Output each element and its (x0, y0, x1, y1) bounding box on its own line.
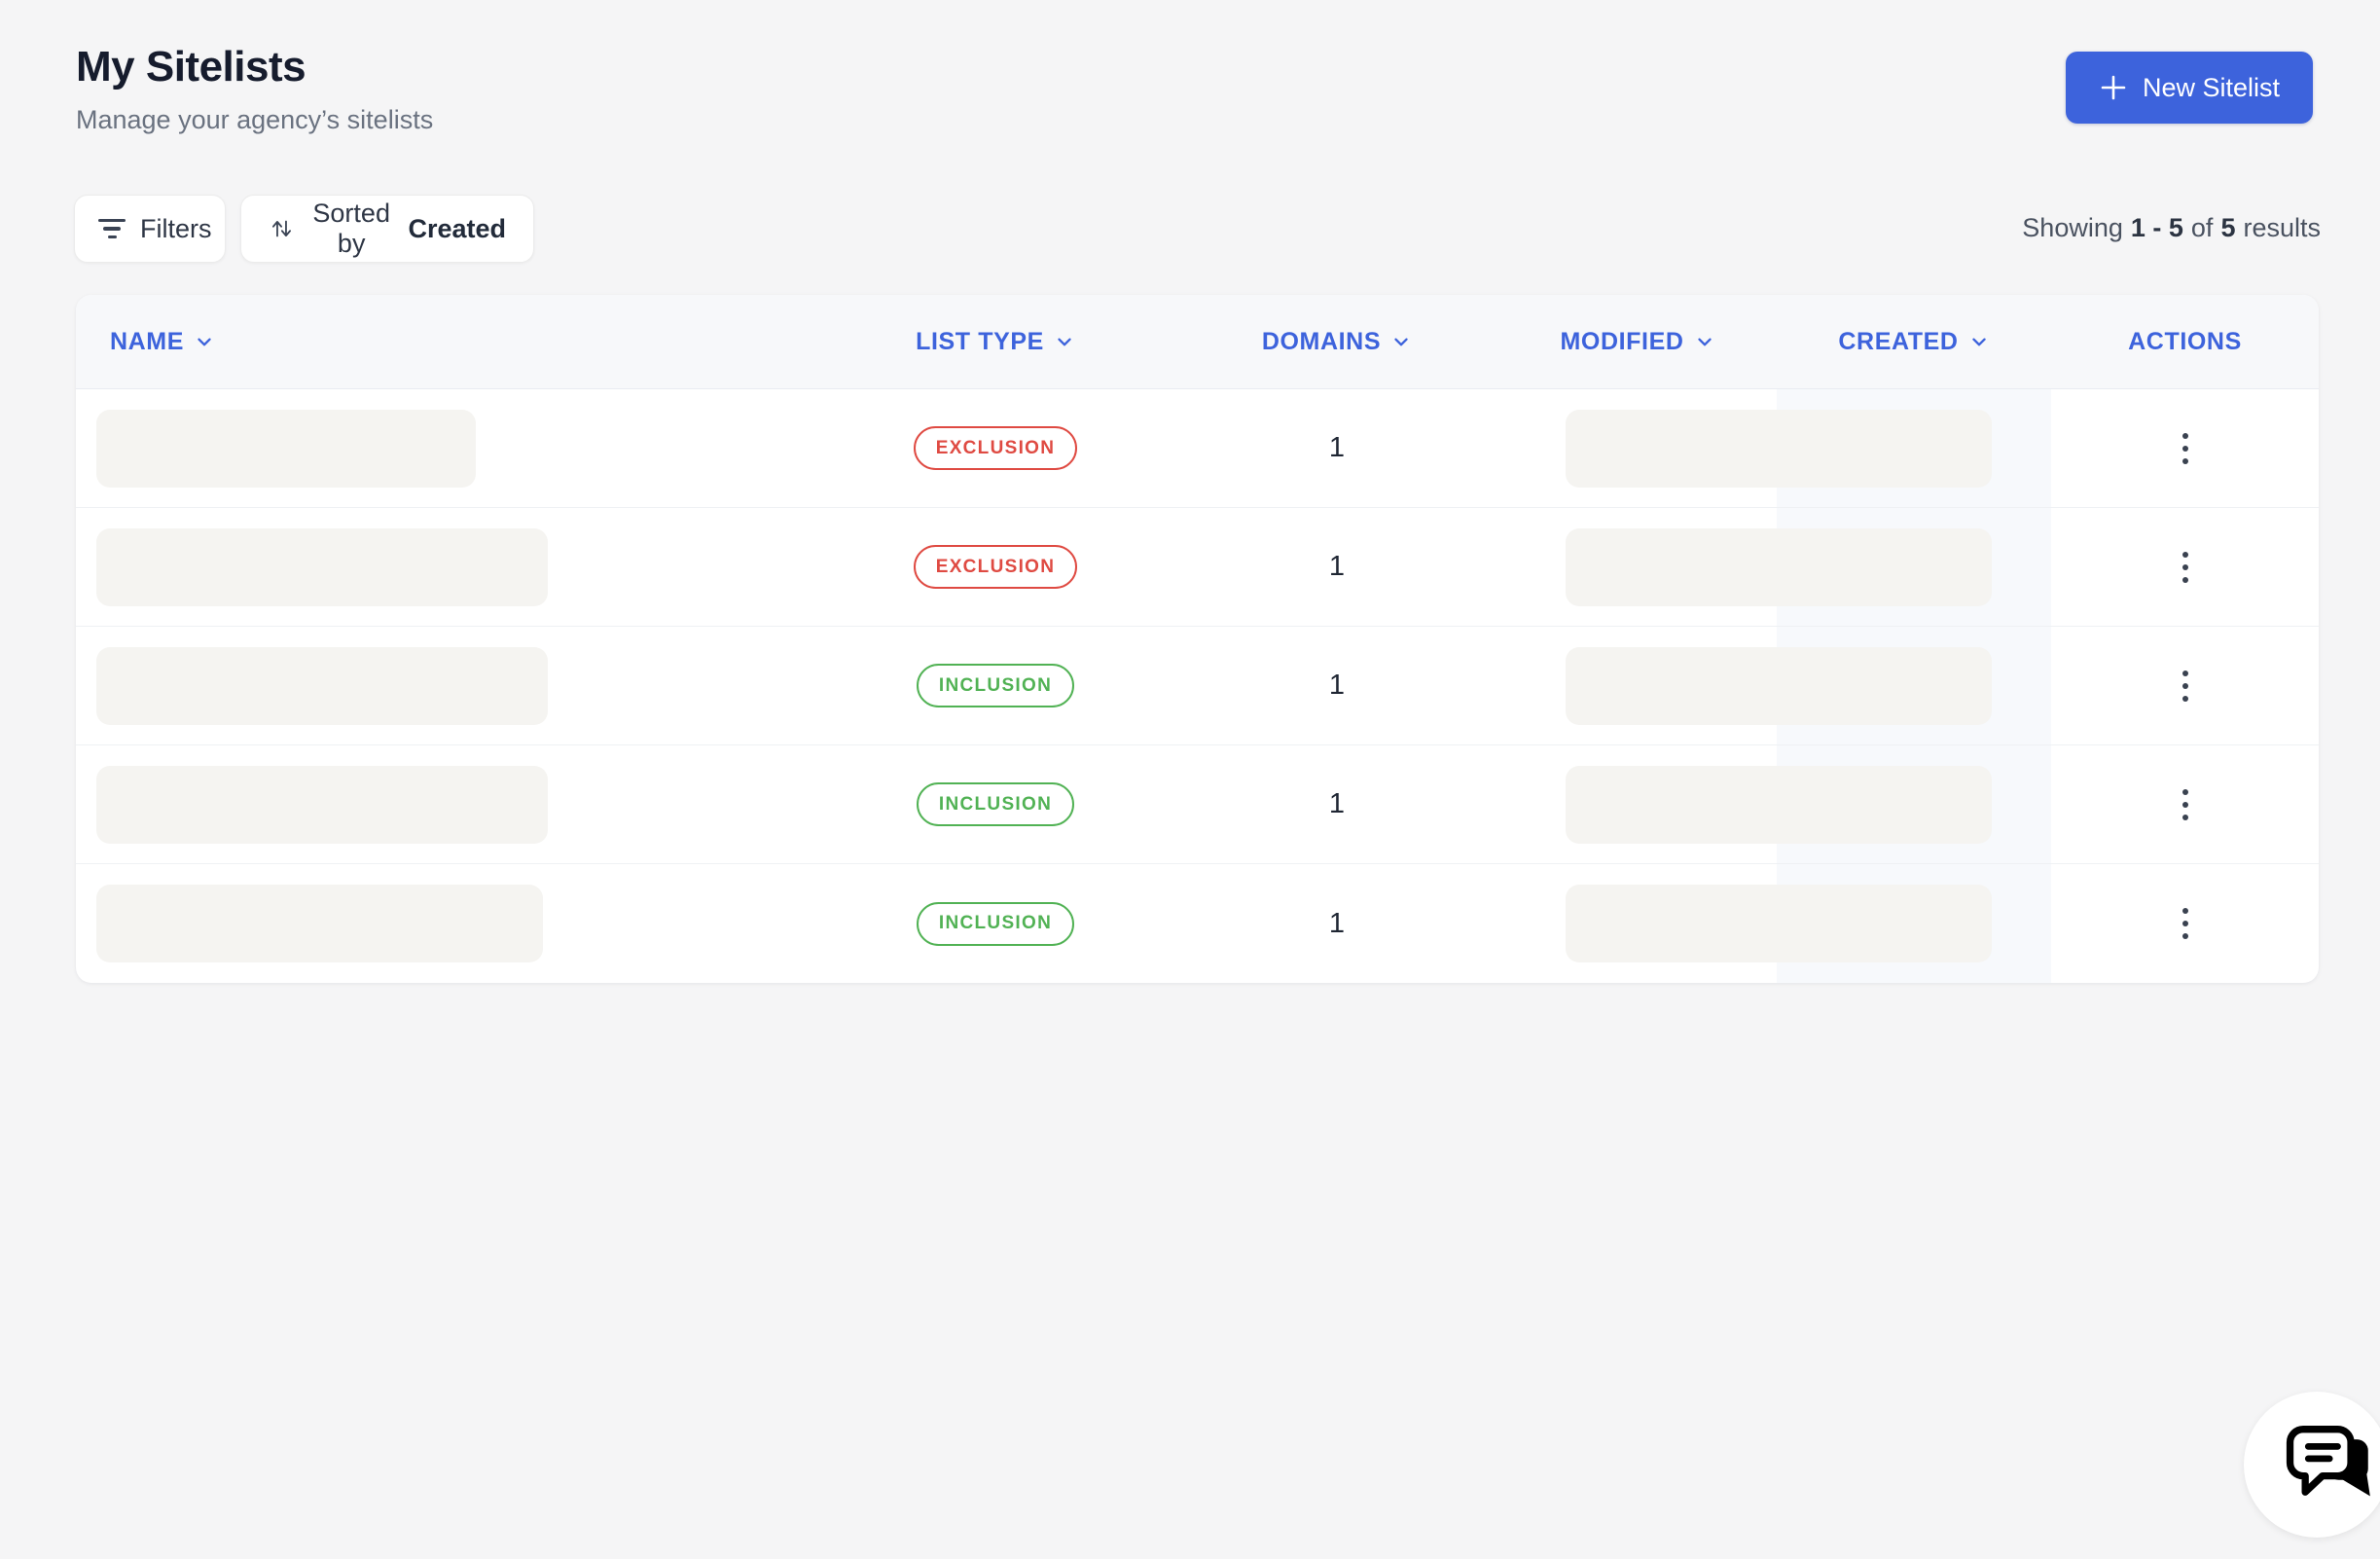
name-cell (76, 885, 815, 962)
dates-skeleton (1566, 766, 1992, 844)
results-count: Showing 1 - 5 of 5 results (2022, 213, 2321, 243)
results-suffix: results (2243, 213, 2321, 242)
list-type-cell: INCLUSION (815, 664, 1175, 707)
name-skeleton (96, 409, 476, 488)
column-label: MODIFIED (1560, 327, 1684, 355)
column-label: ACTIONS (2128, 327, 2242, 355)
row-actions-kebab-icon[interactable] (2165, 538, 2206, 597)
actions-cell (2051, 419, 2319, 478)
dates-skeleton (1566, 528, 1992, 606)
table-row: INCLUSION 1 (76, 627, 2319, 745)
domains-count: 1 (1328, 788, 1346, 819)
table-row: EXCLUSION 1 (76, 389, 2319, 508)
results-range: 1 - 5 (2130, 213, 2183, 242)
chevron-down-icon (1058, 338, 1071, 346)
sort-arrows-icon (271, 220, 291, 237)
actions-cell (2051, 776, 2319, 834)
list-type-badge: EXCLUSION (913, 426, 1078, 470)
table-body: EXCLUSION 1 EXCLUSION 1 INCLUSION 1 (76, 389, 2319, 983)
sorted-by-prefix: Sorted by (312, 199, 390, 258)
new-sitelist-label: New Sitelist (2142, 72, 2281, 102)
page-header: My Sitelists Manage your agency’s siteli… (76, 43, 433, 135)
plus-icon (2101, 75, 2126, 100)
table-row: EXCLUSION 1 (76, 508, 2319, 627)
domains-cell: 1 (1175, 551, 1498, 583)
chevron-down-icon (1394, 338, 1408, 346)
column-header-actions: ACTIONS (2051, 328, 2319, 356)
name-skeleton (96, 527, 548, 606)
domains-count: 1 (1328, 907, 1346, 939)
column-header-list-type[interactable]: LIST TYPE (815, 328, 1175, 356)
list-type-cell: EXCLUSION (815, 426, 1175, 470)
domains-cell: 1 (1175, 432, 1498, 464)
row-actions-kebab-icon[interactable] (2165, 657, 2206, 715)
name-skeleton (96, 885, 543, 962)
column-header-name[interactable]: NAME (76, 328, 815, 356)
list-type-badge: EXCLUSION (913, 545, 1078, 589)
chat-widget-button[interactable] (2244, 1392, 2380, 1538)
domains-count: 1 (1328, 432, 1346, 463)
sorted-by-value: Created (408, 213, 506, 243)
domains-cell: 1 (1175, 788, 1498, 820)
sorted-by-button[interactable]: Sorted by Created (240, 195, 534, 263)
row-actions-kebab-icon[interactable] (2165, 894, 2206, 953)
dates-skeleton (1566, 647, 1992, 725)
column-header-modified[interactable]: MODIFIED (1498, 328, 1777, 356)
table-row: INCLUSION 1 (76, 745, 2319, 864)
page-subtitle: Manage your agency’s sitelists (76, 105, 434, 134)
domains-count: 1 (1328, 551, 1346, 582)
filter-lines-icon (98, 218, 126, 239)
list-type-cell: INCLUSION (815, 901, 1175, 946)
table-header-row: NAME LIST TYPE DOMAINS MODIFIED CREATED … (76, 295, 2319, 389)
actions-cell (2051, 538, 2319, 597)
actions-cell (2051, 894, 2319, 953)
list-type-badge: INCLUSION (916, 901, 1075, 946)
domains-count: 1 (1328, 670, 1346, 701)
name-cell (76, 409, 815, 488)
column-header-created[interactable]: CREATED (1777, 328, 2051, 356)
actions-cell (2051, 657, 2319, 715)
name-skeleton (96, 646, 548, 725)
sitelists-table: NAME LIST TYPE DOMAINS MODIFIED CREATED … (76, 295, 2319, 983)
list-type-cell: EXCLUSION (815, 545, 1175, 589)
list-type-badge: INCLUSION (916, 782, 1075, 826)
name-cell (76, 527, 815, 606)
chevron-down-icon (1971, 338, 1986, 346)
dates-skeleton (1566, 885, 1992, 962)
dates-skeleton (1566, 410, 1992, 488)
column-header-domains[interactable]: DOMAINS (1175, 328, 1498, 356)
filters-button[interactable]: Filters (74, 195, 226, 263)
domains-cell: 1 (1175, 908, 1498, 940)
column-label: DOMAINS (1261, 327, 1382, 355)
list-type-badge: INCLUSION (916, 664, 1075, 707)
page-title: My Sitelists (76, 43, 307, 91)
name-cell (76, 646, 815, 725)
domains-cell: 1 (1175, 670, 1498, 702)
chevron-down-icon (198, 338, 211, 346)
new-sitelist-button[interactable]: New Sitelist (2066, 52, 2313, 124)
results-total: 5 (2220, 213, 2236, 242)
chevron-down-icon (1697, 338, 1712, 346)
results-of: of (2190, 213, 2214, 242)
table-row: INCLUSION 1 (76, 864, 2319, 983)
row-actions-kebab-icon[interactable] (2165, 419, 2206, 478)
list-type-cell: INCLUSION (815, 782, 1175, 826)
column-label: NAME (110, 327, 185, 355)
results-prefix: Showing (2022, 213, 2123, 242)
column-label: LIST TYPE (916, 327, 1044, 355)
chat-bubbles-icon (2286, 1426, 2370, 1497)
filters-label: Filters (140, 213, 212, 243)
row-actions-kebab-icon[interactable] (2165, 776, 2206, 834)
name-skeleton (96, 765, 548, 844)
name-cell (76, 765, 815, 844)
column-label: CREATED (1838, 327, 1959, 355)
